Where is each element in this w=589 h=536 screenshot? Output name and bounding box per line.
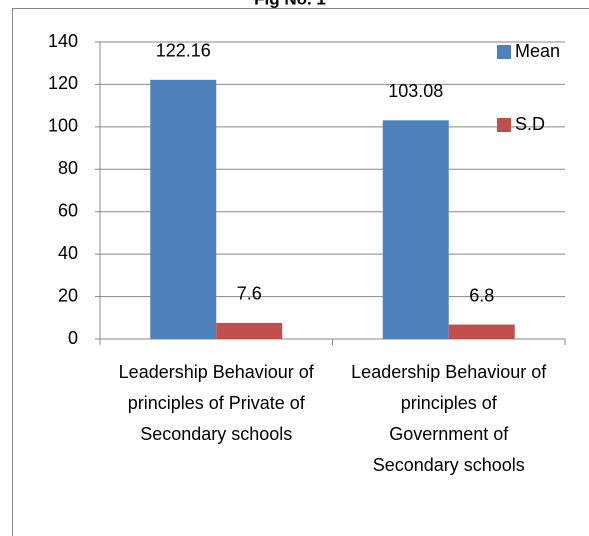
chart-border [12, 8, 589, 536]
y-tick-label: 20 [58, 285, 78, 305]
chart-title: Fig No. 1 [254, 0, 326, 8]
x-tick-label: Leadership Behaviour of principles of Pr… [118, 362, 314, 444]
legend-swatch [497, 118, 511, 132]
legend-label: Mean [515, 41, 560, 61]
y-tick-label: 0 [68, 328, 78, 348]
data-label: 7.6 [237, 284, 262, 304]
y-tick-label: 140 [48, 31, 78, 51]
bar [216, 322, 283, 339]
x-tick-label: Leadership Behaviour of principles of Go… [351, 362, 547, 475]
legend-label: S.D [515, 114, 545, 134]
y-tick-label: 100 [48, 116, 78, 136]
data-label: 122.16 [156, 41, 211, 61]
bar [382, 120, 449, 339]
y-tick-label: 120 [48, 73, 78, 93]
x-tick-label-box: Leadership Behaviour of principles of Pr… [118, 362, 314, 444]
bar [448, 324, 515, 339]
x-tick-label-box: Leadership Behaviour of principles of Go… [351, 362, 547, 475]
legend-swatch [497, 45, 511, 59]
y-tick-label: 80 [58, 158, 78, 178]
data-label: 103.08 [388, 81, 443, 101]
data-label: 6.8 [469, 285, 494, 305]
y-tick-label: 60 [58, 200, 78, 220]
bar [150, 79, 217, 339]
y-tick-label: 40 [58, 243, 78, 263]
